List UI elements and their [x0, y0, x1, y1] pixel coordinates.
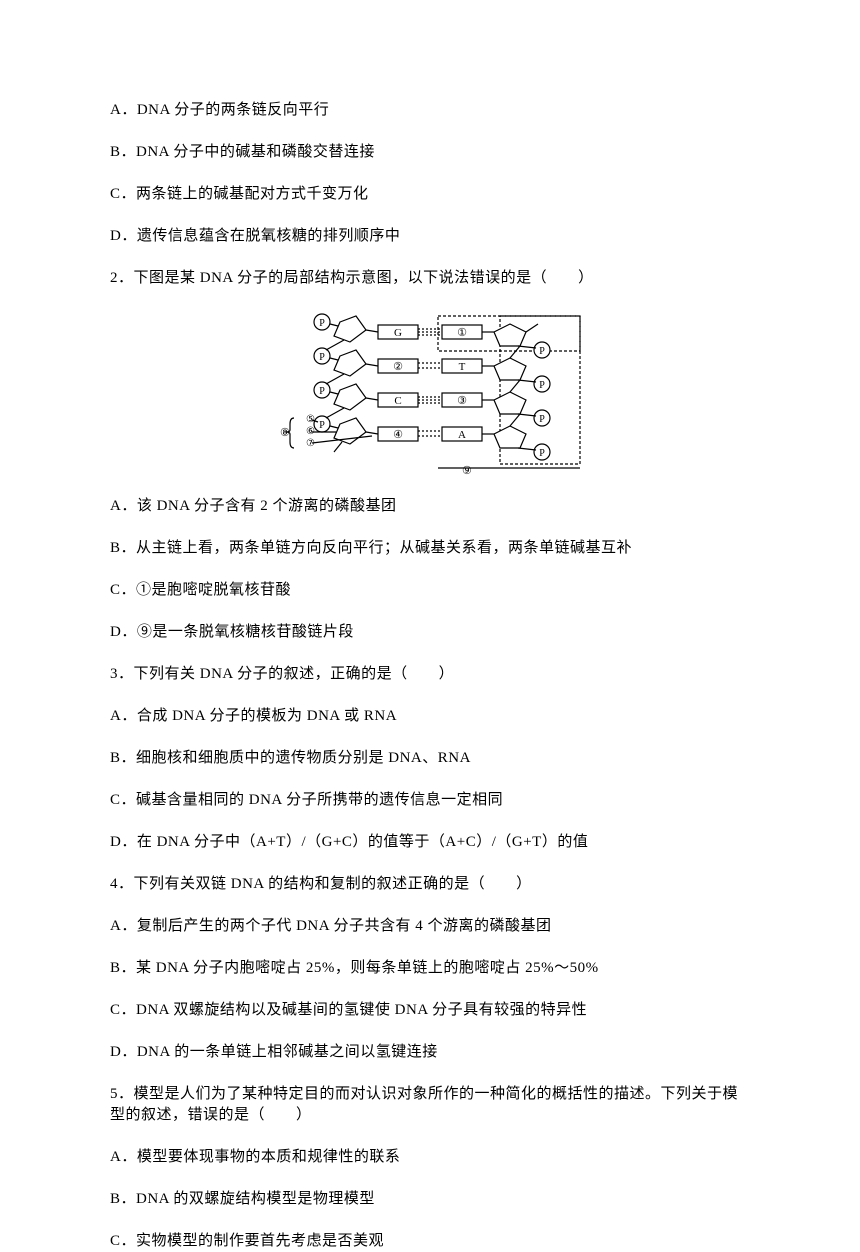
svg-text:A: A [458, 429, 466, 441]
svg-text:P: P [319, 352, 325, 363]
option-b-q2: B．从主链上看，两条单链方向反向平行；从碱基关系看，两条单链碱基互补 [110, 538, 750, 559]
svg-text:②: ② [393, 361, 403, 373]
option-c-q2: C．①是胞嘧啶脱氧核苷酸 [110, 580, 750, 601]
option-d-q3: D．在 DNA 分子中（A+T）/（G+C）的值等于（A+C）/（G+T）的值 [110, 832, 750, 853]
svg-text:①: ① [457, 327, 467, 339]
svg-text:P: P [539, 346, 545, 357]
option-b-q5: B．DNA 的双螺旋结构模型是物理模型 [110, 1189, 750, 1210]
question-5: 5．模型是人们为了某种特定目的而对认识对象所作的一种简化的概括性的描述。下列关于… [110, 1084, 750, 1126]
option-a-q2: A．该 DNA 分子含有 2 个游离的磷酸基团 [110, 496, 750, 517]
svg-text:T: T [459, 361, 466, 373]
svg-text:P: P [539, 414, 545, 425]
dna-diagram-container: P G ① P P ② [110, 310, 750, 478]
option-a-q4: A．复制后产生的两个子代 DNA 分子共含有 4 个游离的磷酸基团 [110, 916, 750, 937]
option-c-q4: C．DNA 双螺旋结构以及碱基间的氢键使 DNA 分子具有较强的特异性 [110, 1000, 750, 1021]
svg-text:P: P [319, 420, 325, 431]
option-a-q5: A．模型要体现事物的本质和规律性的联系 [110, 1147, 750, 1168]
option-d-q2: D．⑨是一条脱氧核糖核苷酸链片段 [110, 622, 750, 643]
svg-text:P: P [319, 318, 325, 329]
svg-text:P: P [539, 380, 545, 391]
svg-text:⑨: ⑨ [462, 465, 472, 477]
option-b-q3: B．细胞核和细胞质中的遗传物质分别是 DNA、RNA [110, 748, 750, 769]
dna-structure-diagram: P G ① P P ② [260, 310, 600, 478]
svg-text:⑦: ⑦ [306, 438, 315, 449]
option-d-q1: D．遗传信息蕴含在脱氧核糖的排列顺序中 [110, 226, 750, 247]
svg-text:⑤: ⑤ [306, 414, 315, 425]
option-c-q3: C．碱基含量相同的 DNA 分子所携带的遗传信息一定相同 [110, 790, 750, 811]
svg-text:④: ④ [393, 429, 403, 441]
question-4: 4．下列有关双链 DNA 的结构和复制的叙述正确的是（ ） [110, 874, 750, 895]
option-b-q1: B．DNA 分子中的碱基和磷酸交替连接 [110, 142, 750, 163]
svg-text:③: ③ [457, 395, 467, 407]
question-3: 3．下列有关 DNA 分子的叙述，正确的是（ ） [110, 664, 750, 685]
option-a-q3: A．合成 DNA 分子的模板为 DNA 或 RNA [110, 706, 750, 727]
option-a-q1: A．DNA 分子的两条链反向平行 [110, 100, 750, 121]
option-d-q4: D．DNA 的一条单链上相邻碱基之间以氢键连接 [110, 1042, 750, 1063]
option-c-q1: C．两条链上的碱基配对方式千变万化 [110, 184, 750, 205]
svg-text:C: C [394, 395, 401, 407]
svg-text:⑧: ⑧ [280, 427, 290, 439]
question-2: 2．下图是某 DNA 分子的局部结构示意图，以下说法错误的是（ ） [110, 268, 750, 289]
svg-text:G: G [394, 327, 402, 339]
svg-text:P: P [539, 448, 545, 459]
option-b-q4: B．某 DNA 分子内胞嘧啶占 25%，则每条单链上的胞嘧啶占 25%～50% [110, 958, 750, 979]
option-c-q5: C．实物模型的制作要首先考虑是否美观 [110, 1231, 750, 1252]
svg-text:P: P [319, 386, 325, 397]
